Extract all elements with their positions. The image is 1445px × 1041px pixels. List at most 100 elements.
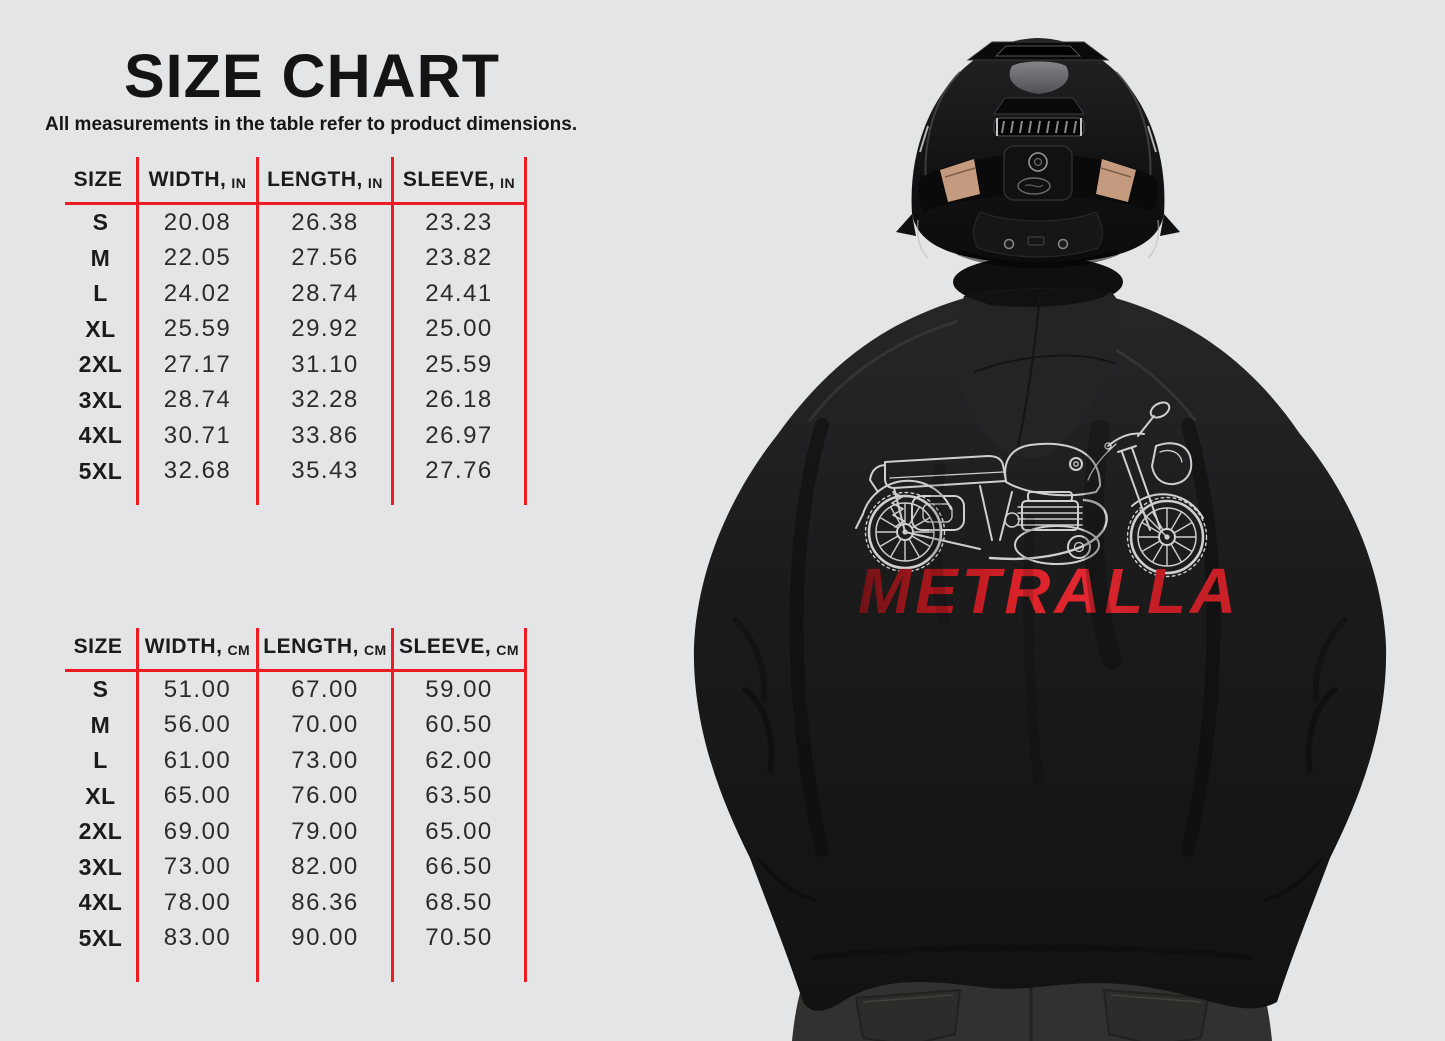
fabric-fold-shadows [929, 420, 1122, 785]
value-cell: 22.05 [139, 240, 259, 276]
value-cell: 27.17 [139, 347, 259, 383]
table-row: 4XL 30.71 33.86 26.97 [65, 418, 530, 454]
page-title: SIZE CHART [124, 42, 500, 110]
rule-extension [139, 956, 259, 982]
table-row: L 24.02 28.74 24.41 [65, 276, 530, 312]
value-cell: 65.00 [139, 778, 259, 814]
table-row: L 61.00 73.00 62.00 [65, 743, 530, 779]
table-header-row: SIZE WIDTH, IN LENGTH, IN SLEEVE, IN [65, 157, 530, 205]
size-cell: XL [65, 778, 139, 814]
value-cell: 66.50 [394, 849, 527, 885]
value-cell: 78.00 [139, 885, 259, 921]
table-header-row: SIZE WIDTH, CM LENGTH, CM SLEEVE, CM [65, 628, 530, 672]
value-cell: 28.74 [259, 276, 394, 312]
value-cell: 76.00 [259, 778, 394, 814]
column-unit: IN [231, 175, 247, 191]
column-label: SIZE [73, 168, 123, 191]
value-cell: 56.00 [139, 707, 259, 743]
value-cell: 63.50 [394, 778, 527, 814]
value-cell: 23.82 [394, 240, 527, 276]
value-cell: 31.10 [259, 347, 394, 383]
column-header-length: LENGTH, IN [259, 157, 394, 205]
motorcycle-helmet [896, 38, 1180, 269]
size-cell: 3XL [65, 382, 139, 418]
rule-extension [259, 956, 394, 982]
size-cell: S [65, 672, 139, 708]
value-cell: 24.41 [394, 276, 527, 312]
jeans-pocket-right [1102, 988, 1210, 1041]
helmet-screw-right [1057, 238, 1069, 250]
column-label: WIDTH, [144, 635, 223, 658]
table-row: M 56.00 70.00 60.50 [65, 707, 530, 743]
value-cell: 51.00 [139, 672, 259, 708]
size-cell: L [65, 743, 139, 779]
helmet-sheen-panel [1009, 61, 1069, 94]
column-unit: IN [500, 175, 516, 191]
table-row: M 22.05 27.56 23.82 [65, 240, 530, 276]
value-cell: 69.00 [139, 814, 259, 850]
value-cell: 25.00 [394, 311, 527, 347]
table-row: XL 65.00 76.00 63.50 [65, 778, 530, 814]
person-silhouette [693, 288, 1387, 1011]
column-header-sleeve: SLEEVE, IN [394, 157, 527, 205]
value-cell: 33.86 [259, 418, 394, 454]
value-cell: 59.00 [394, 672, 527, 708]
size-cell: 4XL [65, 418, 139, 454]
column-unit: CM [363, 642, 387, 658]
value-cell: 61.00 [139, 743, 259, 779]
table-row: 3XL 28.74 32.28 26.18 [65, 382, 530, 418]
hoodie-graphic-text: METRALLA [858, 555, 1240, 627]
value-cell: 90.00 [259, 920, 394, 956]
value-cell: 32.68 [139, 453, 259, 489]
value-cell: 29.92 [259, 311, 394, 347]
value-cell: 26.18 [394, 382, 527, 418]
table-row: XL 25.59 29.92 25.00 [65, 311, 530, 347]
table-row: 5XL 83.00 90.00 70.50 [65, 920, 530, 956]
value-cell: 73.00 [259, 743, 394, 779]
table-rule-extension [65, 489, 530, 505]
column-header-width: WIDTH, CM [139, 628, 259, 672]
column-label: SLEEVE, [402, 168, 496, 191]
table-row: S 20.08 26.38 23.23 [65, 205, 530, 241]
value-cell: 26.38 [259, 205, 394, 241]
table-row: 3XL 73.00 82.00 66.50 [65, 849, 530, 885]
value-cell: 35.43 [259, 453, 394, 489]
jeans-pocket-left [854, 988, 962, 1041]
value-cell: 60.50 [394, 707, 527, 743]
product-photo: METRALLA [560, 0, 1445, 1041]
rule-extension [65, 489, 139, 505]
hoodie-body [693, 288, 1387, 1011]
helmet-screw-left [1003, 238, 1015, 250]
column-unit: CM [227, 642, 251, 658]
motorcycle-line-art [855, 401, 1207, 576]
column-header-size: SIZE [65, 157, 139, 205]
value-cell: 23.23 [394, 205, 527, 241]
value-cell: 62.00 [394, 743, 527, 779]
size-cell: 5XL [65, 453, 139, 489]
value-cell: 27.76 [394, 453, 527, 489]
value-cell: 28.74 [139, 382, 259, 418]
table-row: 5XL 32.68 35.43 27.76 [65, 453, 530, 489]
value-cell: 30.71 [139, 418, 259, 454]
column-unit: CM [496, 642, 519, 658]
size-cell: 4XL [65, 885, 139, 921]
rule-extension [394, 956, 527, 982]
column-label: LENGTH, [267, 168, 363, 191]
value-cell: 25.59 [139, 311, 259, 347]
value-cell: 83.00 [139, 920, 259, 956]
value-cell: 26.97 [394, 418, 527, 454]
size-table-inches: SIZE WIDTH, IN LENGTH, IN SLEEVE, IN S 20.08… [65, 157, 530, 505]
table-row: 2XL 27.17 31.10 25.59 [65, 347, 530, 383]
column-header-size: SIZE [65, 628, 139, 672]
value-cell: 70.00 [259, 707, 394, 743]
size-cell: S [65, 205, 139, 241]
size-cell: 2XL [65, 347, 139, 383]
value-cell: 82.00 [259, 849, 394, 885]
column-unit: IN [367, 175, 383, 191]
table-row: 2XL 69.00 79.00 65.00 [65, 814, 530, 850]
value-cell: 65.00 [394, 814, 527, 850]
value-cell: 27.56 [259, 240, 394, 276]
rule-extension [259, 489, 394, 505]
table-rule-extension [65, 956, 530, 982]
size-cell: 2XL [65, 814, 139, 850]
